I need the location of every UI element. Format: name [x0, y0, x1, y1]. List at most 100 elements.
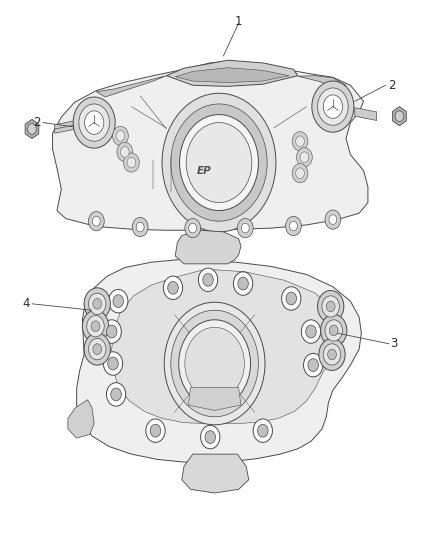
Polygon shape	[166, 60, 298, 86]
Circle shape	[312, 81, 354, 132]
Polygon shape	[392, 107, 406, 126]
Circle shape	[201, 425, 220, 449]
Polygon shape	[355, 108, 377, 120]
Circle shape	[93, 344, 102, 354]
Circle shape	[117, 142, 133, 161]
Polygon shape	[182, 454, 249, 493]
Circle shape	[111, 388, 121, 401]
Circle shape	[162, 93, 276, 232]
Circle shape	[304, 353, 323, 377]
Circle shape	[329, 325, 338, 336]
Text: EP: EP	[196, 166, 211, 175]
Polygon shape	[175, 230, 241, 264]
Circle shape	[73, 97, 115, 148]
Polygon shape	[25, 119, 39, 139]
Circle shape	[329, 215, 337, 224]
Text: 2: 2	[33, 116, 41, 129]
Circle shape	[171, 104, 267, 221]
Text: 1: 1	[235, 15, 243, 28]
Circle shape	[292, 132, 308, 151]
Circle shape	[180, 115, 258, 211]
Circle shape	[171, 310, 258, 417]
Circle shape	[132, 217, 148, 237]
Circle shape	[106, 383, 126, 406]
Polygon shape	[188, 387, 241, 410]
Circle shape	[150, 424, 161, 437]
Circle shape	[328, 349, 336, 360]
Circle shape	[85, 111, 104, 134]
Circle shape	[326, 301, 335, 312]
Polygon shape	[55, 121, 74, 133]
Circle shape	[205, 431, 215, 443]
Text: 2: 2	[388, 79, 396, 92]
Circle shape	[120, 147, 129, 157]
Circle shape	[290, 221, 297, 231]
Circle shape	[238, 277, 248, 290]
Circle shape	[88, 212, 104, 231]
Text: 4: 4	[22, 297, 30, 310]
Circle shape	[301, 320, 321, 343]
Circle shape	[282, 287, 301, 310]
Circle shape	[318, 290, 344, 322]
Circle shape	[308, 359, 318, 372]
Polygon shape	[96, 76, 166, 97]
Circle shape	[93, 298, 102, 309]
Text: 3: 3	[391, 337, 398, 350]
Circle shape	[164, 302, 265, 425]
Circle shape	[136, 222, 144, 232]
Circle shape	[325, 210, 341, 229]
Circle shape	[87, 316, 104, 337]
Circle shape	[28, 124, 36, 134]
Circle shape	[233, 272, 253, 295]
Polygon shape	[77, 260, 361, 463]
Circle shape	[168, 281, 178, 294]
Circle shape	[198, 268, 218, 292]
Circle shape	[84, 288, 110, 320]
Circle shape	[253, 419, 272, 442]
Circle shape	[113, 295, 124, 308]
Circle shape	[319, 338, 345, 370]
Circle shape	[297, 148, 312, 167]
Circle shape	[321, 314, 347, 346]
Circle shape	[91, 321, 100, 332]
Circle shape	[103, 352, 123, 375]
Polygon shape	[175, 68, 289, 83]
Circle shape	[306, 325, 316, 338]
Circle shape	[79, 104, 110, 141]
Circle shape	[296, 168, 304, 179]
Circle shape	[82, 310, 109, 342]
Circle shape	[127, 157, 136, 168]
Circle shape	[241, 223, 249, 233]
Circle shape	[108, 357, 118, 370]
Circle shape	[292, 164, 308, 183]
Circle shape	[116, 131, 125, 141]
Circle shape	[318, 88, 348, 125]
Circle shape	[237, 219, 253, 238]
Circle shape	[189, 223, 197, 233]
Circle shape	[395, 111, 404, 122]
Circle shape	[179, 320, 251, 407]
Circle shape	[88, 293, 106, 314]
Circle shape	[322, 296, 339, 317]
Circle shape	[258, 424, 268, 437]
Polygon shape	[53, 61, 368, 230]
Circle shape	[286, 292, 297, 305]
Circle shape	[163, 276, 183, 300]
Circle shape	[300, 152, 309, 163]
Circle shape	[146, 419, 165, 442]
Circle shape	[286, 216, 301, 236]
Circle shape	[296, 136, 304, 147]
Circle shape	[102, 320, 121, 343]
Circle shape	[124, 153, 139, 172]
Circle shape	[186, 123, 252, 203]
Polygon shape	[112, 269, 339, 424]
Circle shape	[185, 327, 244, 400]
Circle shape	[92, 216, 100, 226]
Circle shape	[325, 320, 343, 341]
Circle shape	[323, 95, 343, 118]
Polygon shape	[68, 400, 94, 438]
Circle shape	[84, 333, 110, 365]
Polygon shape	[298, 76, 346, 91]
Circle shape	[88, 338, 106, 360]
Circle shape	[106, 325, 117, 338]
